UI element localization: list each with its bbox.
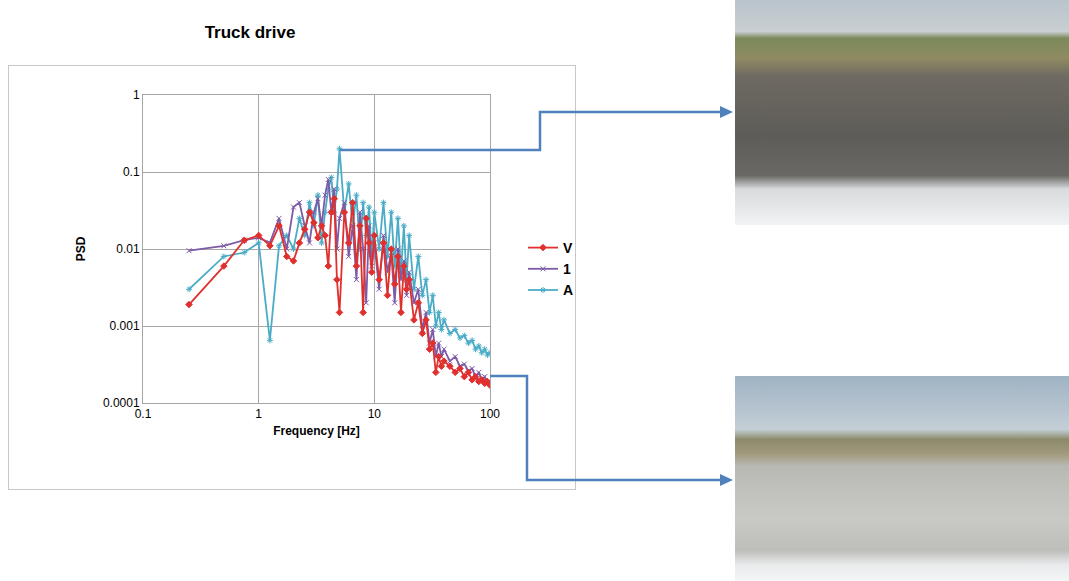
svg-text:1: 1 xyxy=(133,88,140,102)
svg-text:0.001: 0.001 xyxy=(110,319,140,333)
svg-text:V: V xyxy=(563,240,573,256)
svg-text:A: A xyxy=(563,282,573,298)
svg-text:1: 1 xyxy=(255,407,262,421)
svg-text:0.01: 0.01 xyxy=(116,242,140,256)
svg-text:0.1: 0.1 xyxy=(135,407,152,421)
svg-text:1: 1 xyxy=(563,261,571,277)
svg-text:0.1: 0.1 xyxy=(123,165,140,179)
svg-text:0.0001: 0.0001 xyxy=(103,396,140,410)
svg-text:PSD: PSD xyxy=(74,236,88,261)
svg-text:100: 100 xyxy=(480,407,500,421)
svg-text:Frequency [Hz]: Frequency [Hz] xyxy=(273,424,360,438)
svg-text:10: 10 xyxy=(368,407,382,421)
svg-text:Truck drive: Truck drive xyxy=(205,23,296,42)
